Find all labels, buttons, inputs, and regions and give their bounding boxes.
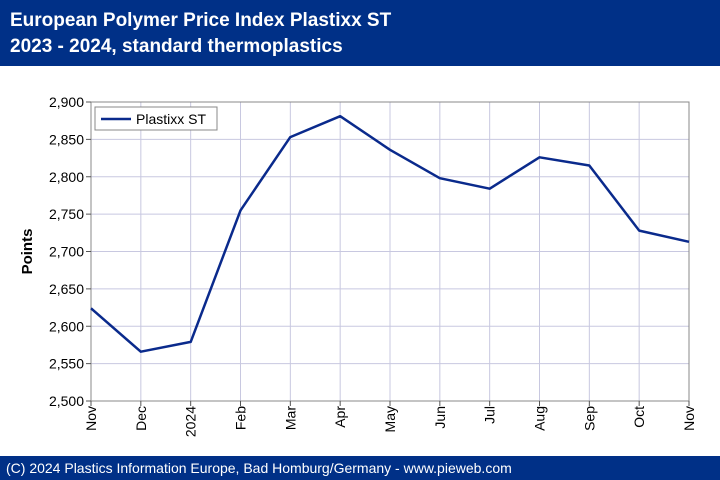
x-tick-label: Sep xyxy=(581,406,597,431)
series xyxy=(90,114,690,353)
footer: (C) 2024 Plastics Information Europe, Ba… xyxy=(0,456,720,480)
x-tick-label: Feb xyxy=(233,406,249,430)
y-axis-ticks: 2,500 2,550 2,600 2,650 2,700 2,750 2,800 2,850… xyxy=(49,94,91,409)
copyright-text: (C) 2024 Plastics Information Europe, Ba… xyxy=(6,460,512,476)
x-tick-label: Apr xyxy=(332,406,348,428)
y-tick-label: 2,800 xyxy=(49,169,84,185)
legend: Plastixx ST xyxy=(94,106,218,131)
grid xyxy=(90,101,690,402)
y-tick-label: 2,500 xyxy=(49,393,84,409)
series-line xyxy=(90,114,690,353)
y-axis-label: Points xyxy=(19,229,36,275)
y-tick-label: 2,900 xyxy=(49,94,84,110)
x-tick-label: May xyxy=(382,406,398,432)
y-tick-label: 2,550 xyxy=(49,356,84,372)
chart-header: European Polymer Price Index Plastixx ST… xyxy=(0,0,720,66)
y-tick-label: 2,650 xyxy=(49,281,84,297)
chart-title: European Polymer Price Index Plastixx ST xyxy=(10,10,392,31)
x-tick-label: Dec xyxy=(133,406,149,431)
x-tick-label: 2024 xyxy=(183,406,199,437)
x-tick-label: Jun xyxy=(432,406,448,429)
x-tick-label: Nov xyxy=(681,406,697,431)
line-chart: 2,500 2,550 2,600 2,650 2,700 2,750 2,800 2,850… xyxy=(19,94,697,437)
x-tick-label: Jul xyxy=(482,406,498,424)
y-tick-label: 2,700 xyxy=(49,244,84,260)
x-tick-label: Nov xyxy=(83,406,99,431)
chart-subtitle: 2023 - 2024, standard thermoplastics xyxy=(10,36,343,57)
y-tick-label: 2,750 xyxy=(49,206,84,222)
x-tick-label: Mar xyxy=(282,406,298,430)
legend-label: Plastixx ST xyxy=(136,111,206,127)
x-tick-label: Aug xyxy=(532,406,548,431)
x-axis-ticks: Nov Dec 2024 Feb Mar Apr May Jun Jul Aug Sep Oct Nov xyxy=(83,401,697,437)
x-tick-label: Oct xyxy=(631,406,647,428)
y-tick-label: 2,850 xyxy=(49,131,84,147)
y-tick-label: 2,600 xyxy=(49,318,84,334)
legend-box xyxy=(94,106,218,131)
